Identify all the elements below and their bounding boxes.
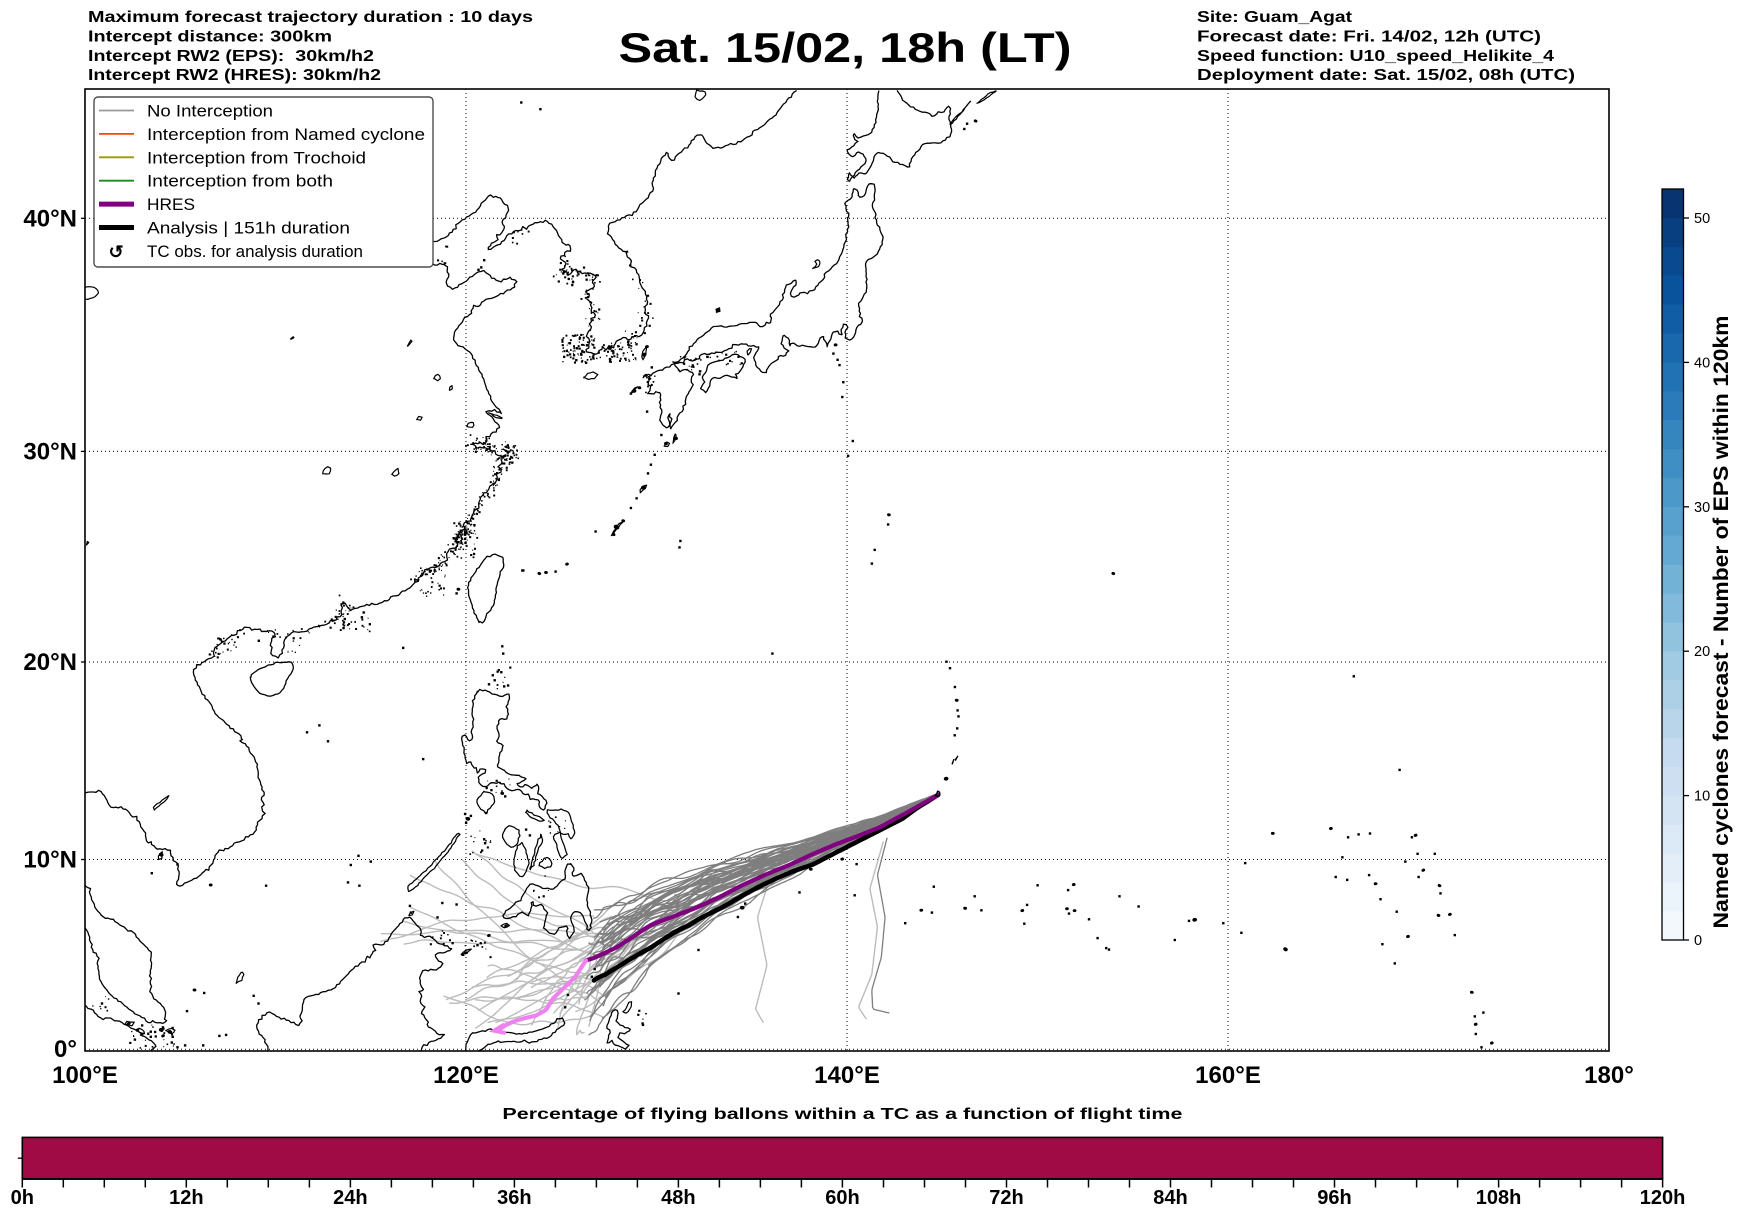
svg-text:Interception from both: Interception from both [147,172,333,191]
svg-text:60h: 60h [825,1187,859,1209]
svg-text:Analysis | 151h duration: Analysis | 151h duration [147,219,350,238]
svg-text:Deployment date: Sat. 15/02, 0: Deployment date: Sat. 15/02, 08h (UTC) [1197,67,1575,84]
svg-text:180°: 180° [1584,1062,1634,1089]
svg-text:Intercept RW2 (HRES): 30km/h2: Intercept RW2 (HRES): 30km/h2 [88,67,381,84]
svg-text:120h: 120h [1640,1187,1686,1209]
svg-text:Intercept RW2 (EPS): 30km/h2: Intercept RW2 (EPS): 30km/h2 [88,48,374,65]
svg-text:20: 20 [1694,644,1710,660]
svg-text:No Interception: No Interception [147,102,273,121]
svg-text:96h: 96h [1317,1187,1351,1209]
svg-text:10°N: 10°N [23,847,77,874]
svg-text:0h: 0h [11,1187,34,1209]
svg-text:Speed function: U10_speed_Heli: Speed function: U10_speed_Helikite_4 [1197,48,1554,65]
svg-text:TC obs. for analysis duration: TC obs. for analysis duration [147,242,363,261]
svg-text:12h: 12h [169,1187,203,1209]
svg-text:Named cyclones forecast - Numb: Named cyclones forecast - Number of EPS … [1710,316,1733,929]
svg-text:160°E: 160°E [1195,1062,1261,1089]
svg-text:Site: Guam_Agat: Site: Guam_Agat [1197,9,1353,26]
svg-text:HRES: HRES [147,195,195,214]
svg-text:50: 50 [1694,211,1710,227]
svg-text:0°: 0° [54,1036,77,1063]
svg-text:Intercept distance: 300km: Intercept distance: 300km [88,28,332,45]
svg-text:100°E: 100°E [52,1062,118,1089]
svg-text:40°N: 40°N [23,205,77,232]
svg-text:72h: 72h [989,1187,1023,1209]
svg-text:↺: ↺ [108,242,123,262]
svg-text:Interception from Named cyclon: Interception from Named cyclone [147,125,425,144]
svg-text:30: 30 [1694,500,1710,516]
svg-text:30°N: 30°N [23,438,77,465]
svg-text:20°N: 20°N [23,649,77,676]
svg-text:0: 0 [1694,933,1702,949]
svg-text:40: 40 [1694,355,1710,371]
svg-text:Maximum forecast trajectory du: Maximum forecast trajectory duration : 1… [88,9,533,26]
svg-text:Percentage of flying ballons w: Percentage of flying ballons within a TC… [502,1106,1182,1123]
svg-text:84h: 84h [1153,1187,1187,1209]
svg-text:120°E: 120°E [433,1062,499,1089]
svg-text:140°E: 140°E [814,1062,880,1089]
svg-text:Interception from Trochoid: Interception from Trochoid [147,148,366,167]
svg-text:24h: 24h [333,1187,367,1209]
svg-text:108h: 108h [1476,1187,1522,1209]
svg-text:Forecast date: Fri. 14/02, 12h: Forecast date: Fri. 14/02, 12h (UTC) [1197,28,1541,45]
svg-text:Sat. 15/02, 18h (LT): Sat. 15/02, 18h (LT) [619,24,1072,71]
svg-text:10: 10 [1694,789,1710,805]
svg-text:48h: 48h [661,1187,695,1209]
svg-text:36h: 36h [497,1187,531,1209]
